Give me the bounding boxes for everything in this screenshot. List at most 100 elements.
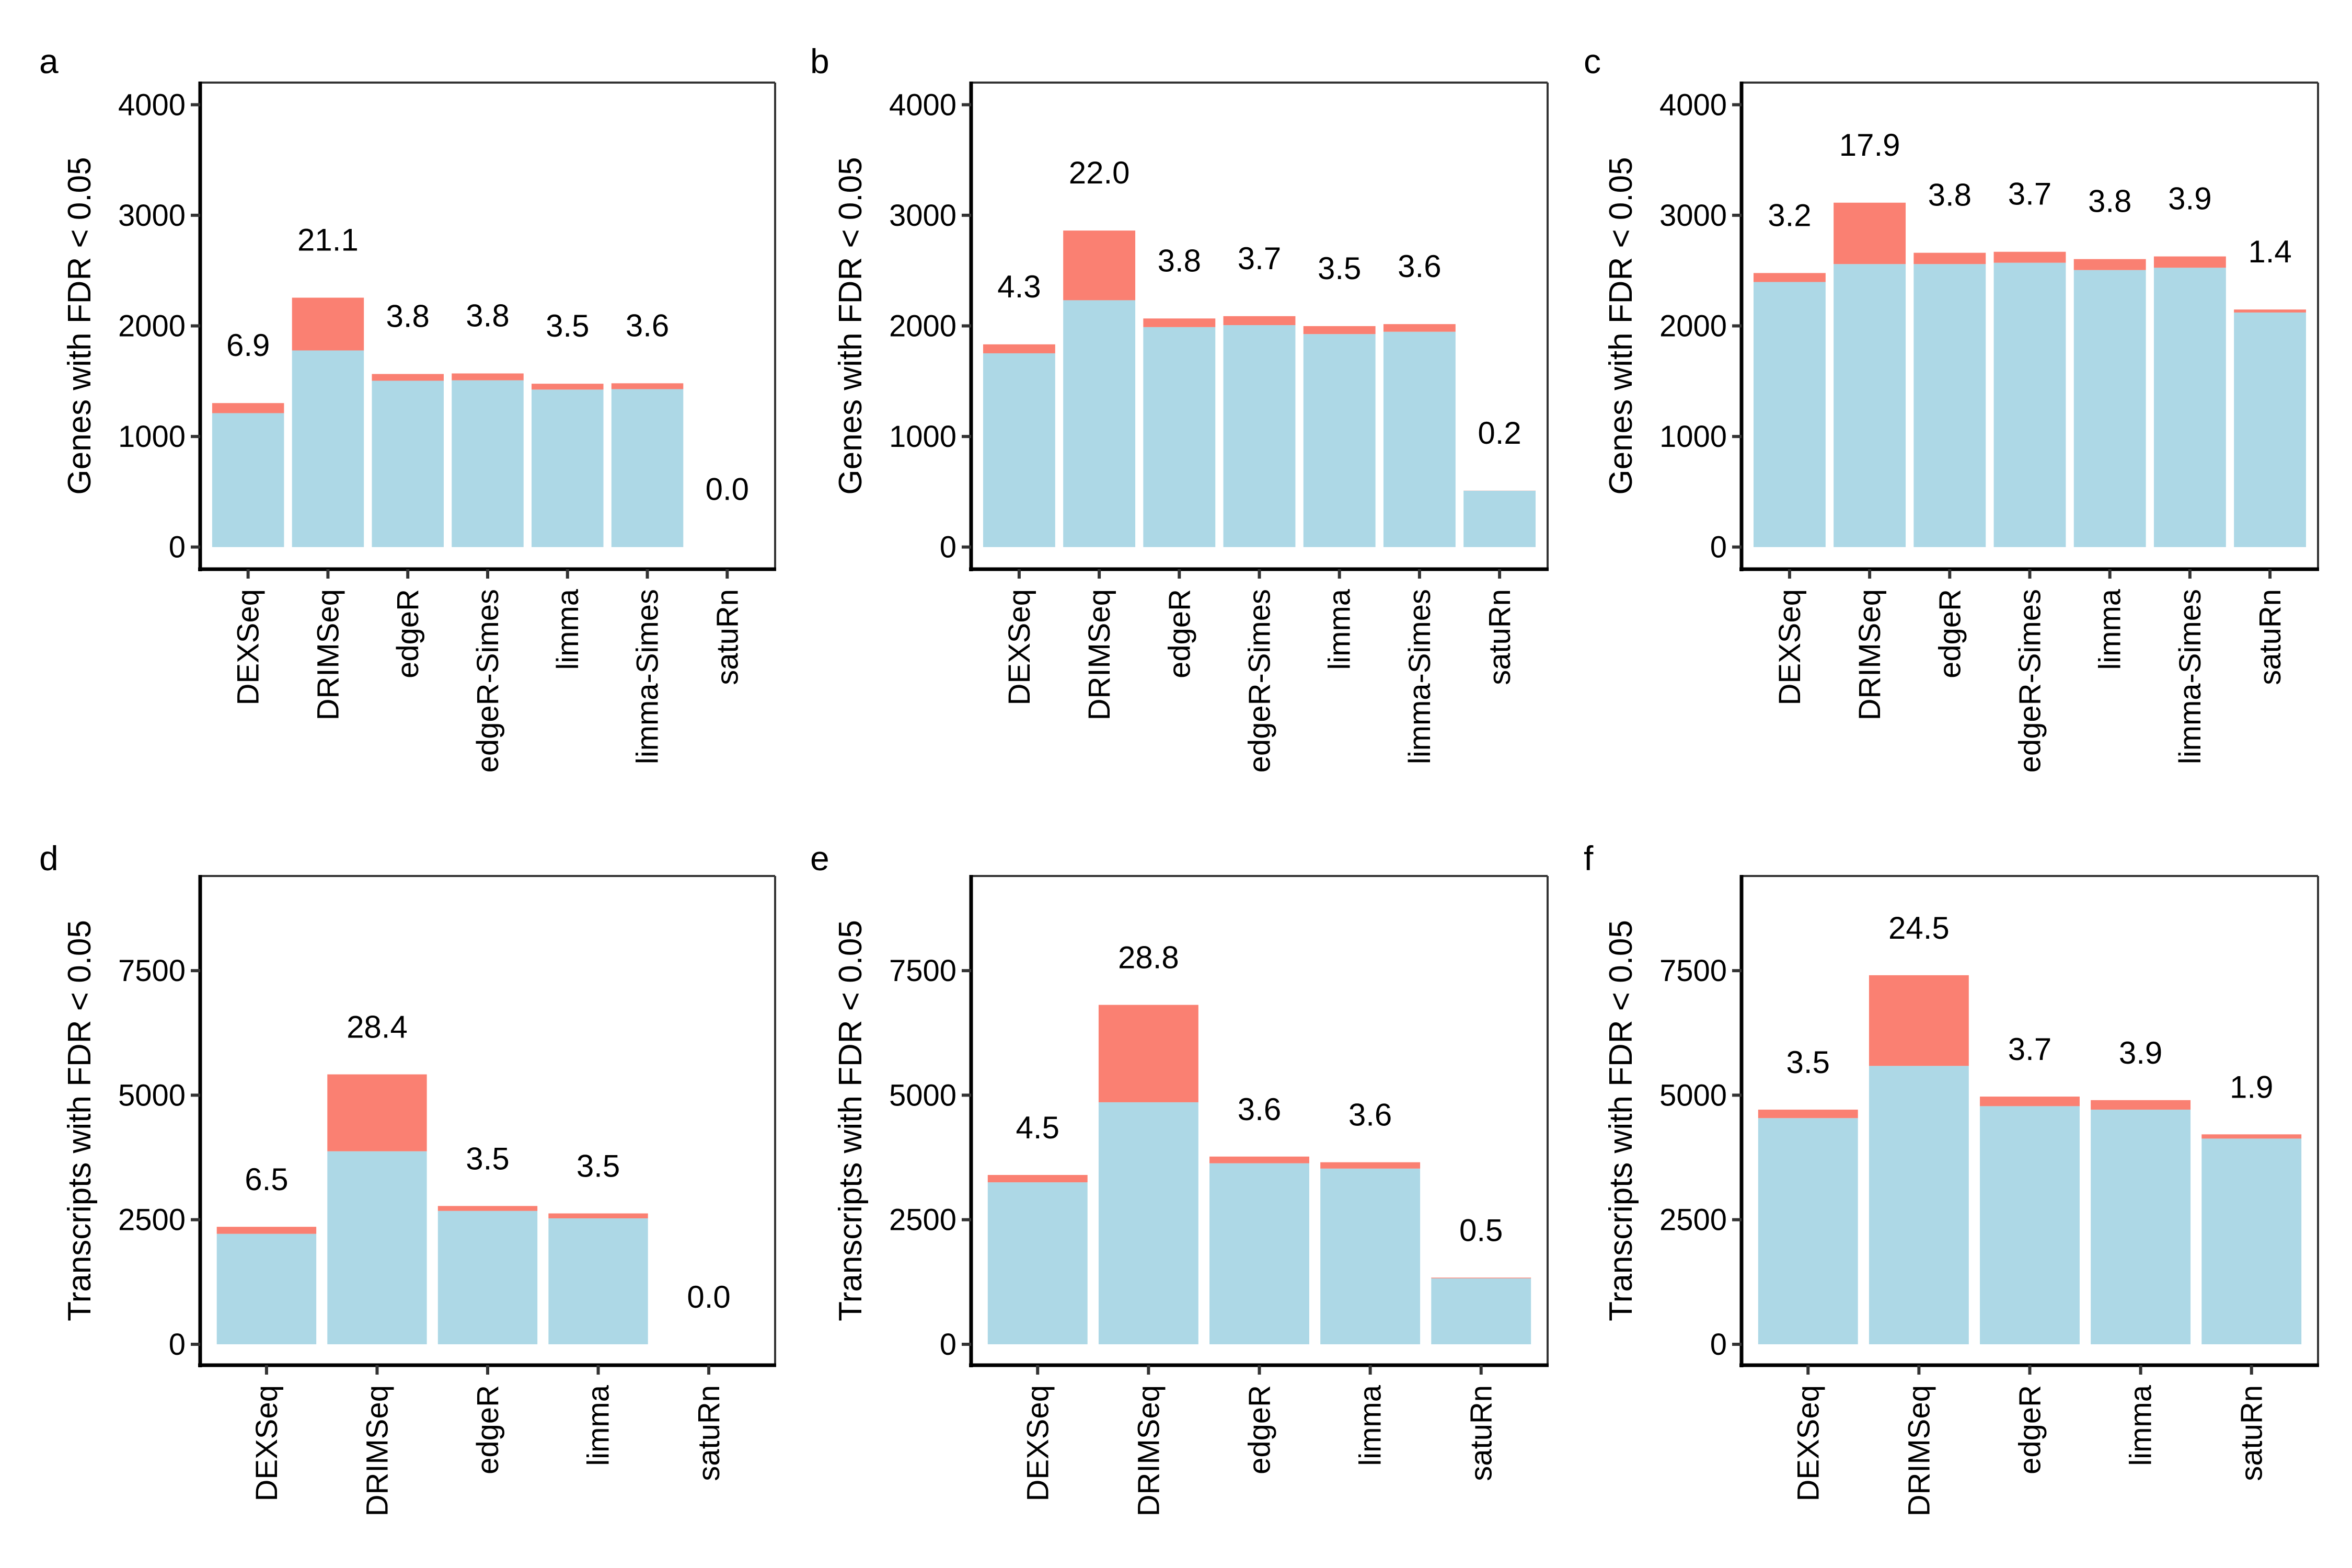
bar-base-limma-Simes — [611, 389, 684, 547]
x-tick-label: DRIMSeq — [1902, 1385, 1936, 1516]
data-label: 4.3 — [997, 269, 1041, 304]
bar-extra-DEXSeq — [983, 344, 1055, 353]
bar-base-DEXSeq — [983, 353, 1055, 547]
bar-extra-satuRn — [1431, 1277, 1531, 1278]
y-axis-title: Transcripts with FDR < 0.05 — [1603, 920, 1639, 1321]
x-tick-label: limma — [551, 589, 585, 670]
panel-d: d 6.5 28.4 3.5 3.5 0.0 0 2500 5000 7500 DEXSeq DRIM… — [39, 839, 776, 1516]
data-label: 3.8 — [1928, 178, 1971, 213]
bar-base-edgeR — [1143, 327, 1216, 547]
y-axis-title: Transcripts with FDR < 0.05 — [62, 920, 98, 1321]
data-label: 3.5 — [466, 1141, 509, 1176]
x-tick-label: DRIMSeq — [1082, 589, 1116, 720]
data-label: 28.8 — [1118, 940, 1179, 975]
bar-extra-DEXSeq — [1753, 273, 1826, 282]
y-tick-label: 2000 — [889, 309, 956, 343]
x-tick-label: DRIMSeq — [360, 1385, 394, 1516]
data-label: 0.0 — [687, 1279, 730, 1315]
panel-letter: d — [39, 839, 59, 878]
panel-f: f 3.5 24.5 3.7 3.9 1.9 0 2500 5000 7500 DEXSeq DRIM… — [1584, 839, 2319, 1516]
bar-extra-edgeR — [1913, 252, 1986, 264]
data-label: 3.5 — [577, 1149, 620, 1184]
bar-base-limma — [2073, 270, 2146, 547]
y-tick-label: 5000 — [118, 1078, 186, 1112]
data-label: 3.9 — [2168, 181, 2211, 216]
data-label: 22.0 — [1069, 155, 1130, 190]
bar-base-DRIMSeq — [1098, 1102, 1198, 1344]
y-tick-label: 7500 — [118, 954, 186, 988]
y-tick-label: 2500 — [889, 1203, 956, 1237]
y-tick-label: 3000 — [118, 199, 186, 233]
data-label: 3.5 — [1786, 1045, 1830, 1080]
y-tick-label: 4000 — [118, 88, 186, 122]
x-tick-label: edgeR-Simes — [2013, 589, 2047, 773]
bar-extra-limma — [1303, 326, 1376, 335]
bar-extra-limma — [2091, 1100, 2191, 1110]
data-label: 3.5 — [1318, 251, 1361, 286]
x-tick-label: satuRn — [2253, 589, 2287, 685]
bar-base-DEXSeq — [212, 413, 284, 547]
data-label: 3.7 — [2008, 177, 2051, 212]
y-tick-label: 3000 — [1659, 199, 1727, 233]
data-label: 3.6 — [1348, 1098, 1392, 1133]
y-tick-label: 0 — [169, 531, 186, 564]
bar-extra-limma-Simes — [611, 383, 684, 389]
x-tick-label: edgeR — [471, 1385, 505, 1474]
x-tick-label: satuRn — [2235, 1385, 2269, 1481]
bar-extra-limma — [2073, 259, 2146, 270]
data-label: 3.8 — [2088, 184, 2131, 219]
bar-extra-satuRn — [2234, 309, 2307, 313]
data-label: 21.1 — [297, 223, 359, 258]
y-tick-label: 7500 — [889, 954, 956, 988]
y-axis-title: Genes with FDR < 0.05 — [833, 157, 869, 494]
bar-base-limma — [532, 389, 604, 547]
x-tick-label: limma-Simes — [1403, 589, 1437, 764]
bar-base-limma — [548, 1218, 648, 1344]
bar-base-satuRn — [2201, 1138, 2302, 1344]
bar-extra-limma — [1320, 1162, 1421, 1169]
y-tick-label: 5000 — [1659, 1078, 1727, 1112]
y-tick-label: 0 — [1710, 531, 1727, 564]
x-tick-label: limma-Simes — [631, 589, 665, 764]
panel-letter: c — [1584, 42, 1601, 80]
bar-extra-DEXSeq — [1758, 1110, 1858, 1119]
y-tick-label: 7500 — [1659, 954, 1727, 988]
bar-base-DEXSeq — [1758, 1118, 1858, 1344]
bar-extra-limma — [532, 384, 604, 390]
bar-base-limma — [1303, 334, 1376, 547]
x-tick-label: edgeR — [1243, 1385, 1277, 1474]
bar-base-edgeR — [1980, 1106, 2080, 1344]
x-tick-label: satuRn — [1465, 1385, 1498, 1481]
y-tick-label: 5000 — [889, 1078, 956, 1112]
x-tick-label: DEXSeq — [250, 1385, 284, 1501]
data-label: 0.2 — [1478, 416, 1521, 451]
panel-letter: f — [1584, 839, 1594, 878]
y-tick-label: 1000 — [1659, 420, 1727, 454]
panel-letter: e — [810, 839, 829, 878]
data-label: 3.8 — [386, 299, 430, 334]
data-label: 3.6 — [1238, 1092, 1281, 1127]
bar-base-satuRn — [2234, 312, 2307, 547]
y-axis-title: Genes with FDR < 0.05 — [62, 157, 98, 494]
bar-extra-DRIMSeq — [1834, 202, 1906, 264]
x-tick-label: limma — [582, 1385, 616, 1466]
x-tick-label: limma — [1323, 589, 1357, 670]
data-label: 17.9 — [1839, 128, 1900, 163]
y-tick-label: 3000 — [889, 199, 956, 233]
bar-extra-DEXSeq — [987, 1174, 1088, 1183]
data-label: 3.5 — [546, 308, 589, 343]
x-tick-label: DRIMSeq — [1853, 589, 1887, 720]
data-label: 1.4 — [2248, 234, 2291, 269]
y-tick-label: 0 — [169, 1328, 186, 1362]
y-tick-label: 4000 — [1659, 88, 1727, 122]
y-axis-title: Transcripts with FDR < 0.05 — [833, 920, 869, 1321]
bar-extra-limma-Simes — [1383, 324, 1456, 332]
bar-base-limma — [2091, 1110, 2191, 1344]
data-label: 3.6 — [1398, 249, 1441, 284]
bar-extra-limma-Simes — [2153, 256, 2226, 268]
bar-extra-DEXSeq — [216, 1227, 317, 1234]
data-label: 3.8 — [1158, 243, 1201, 278]
panel-letter: b — [810, 42, 829, 80]
data-label: 3.7 — [1238, 241, 1281, 276]
